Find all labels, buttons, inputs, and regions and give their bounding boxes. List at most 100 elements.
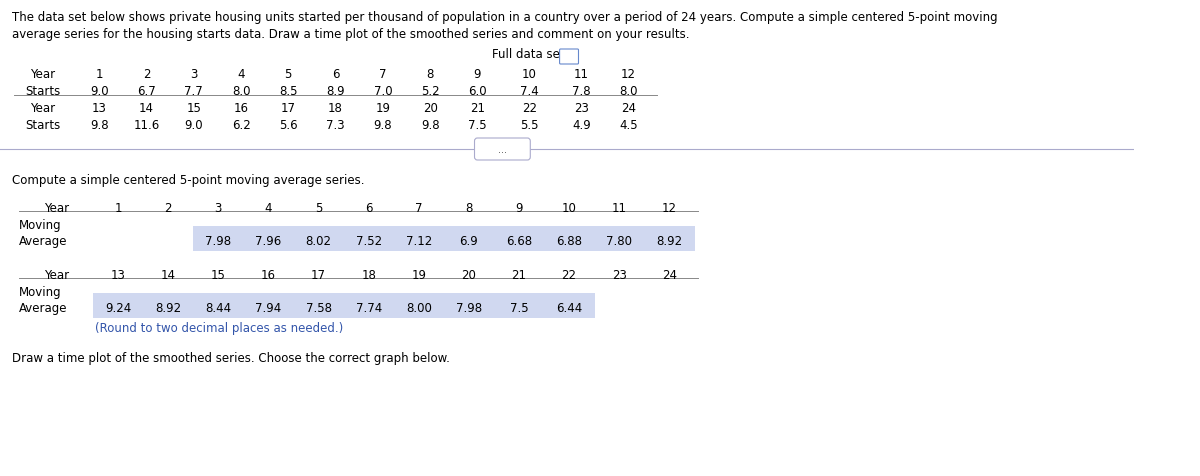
Text: Year: Year xyxy=(30,102,55,115)
Text: 9: 9 xyxy=(515,202,523,215)
FancyBboxPatch shape xyxy=(544,293,594,318)
Text: 18: 18 xyxy=(328,102,343,115)
Text: 6.68: 6.68 xyxy=(506,235,532,248)
Text: 5: 5 xyxy=(284,68,292,81)
Text: 19: 19 xyxy=(376,102,390,115)
Text: 23: 23 xyxy=(612,269,626,282)
Text: 19: 19 xyxy=(412,269,426,282)
FancyBboxPatch shape xyxy=(443,226,494,251)
Text: Compute a simple centered 5-point moving average series.: Compute a simple centered 5-point moving… xyxy=(12,174,365,187)
Text: 6.44: 6.44 xyxy=(556,302,582,315)
Text: 11.6: 11.6 xyxy=(133,119,160,132)
Text: 7.80: 7.80 xyxy=(606,235,632,248)
Text: 4.9: 4.9 xyxy=(572,119,590,132)
Text: 7.5: 7.5 xyxy=(510,302,528,315)
Text: 6.0: 6.0 xyxy=(468,85,487,98)
Text: Year: Year xyxy=(44,202,70,215)
Text: 7.58: 7.58 xyxy=(306,302,331,315)
Text: 17: 17 xyxy=(311,269,326,282)
Text: 11: 11 xyxy=(612,202,626,215)
Text: Draw a time plot of the smoothed series. Choose the correct graph below.: Draw a time plot of the smoothed series.… xyxy=(12,352,450,365)
Text: 7.98: 7.98 xyxy=(456,302,482,315)
FancyBboxPatch shape xyxy=(242,226,294,251)
Text: 7.3: 7.3 xyxy=(326,119,344,132)
FancyBboxPatch shape xyxy=(394,226,444,251)
Text: 4: 4 xyxy=(265,202,272,215)
Text: 7.12: 7.12 xyxy=(406,235,432,248)
Text: 14: 14 xyxy=(139,102,154,115)
Text: 6.7: 6.7 xyxy=(137,85,156,98)
Text: 7.98: 7.98 xyxy=(205,235,232,248)
Text: 21: 21 xyxy=(470,102,485,115)
Text: 8.0: 8.0 xyxy=(232,85,251,98)
Text: 8.00: 8.00 xyxy=(406,302,432,315)
FancyBboxPatch shape xyxy=(92,293,144,318)
Text: 7.5: 7.5 xyxy=(468,119,487,132)
Text: 24: 24 xyxy=(661,269,677,282)
Text: 8.9: 8.9 xyxy=(326,85,344,98)
Text: 16: 16 xyxy=(234,102,248,115)
Text: 10: 10 xyxy=(522,68,536,81)
FancyBboxPatch shape xyxy=(443,293,494,318)
Text: 7: 7 xyxy=(415,202,422,215)
Text: 8.02: 8.02 xyxy=(306,235,331,248)
Text: 7.74: 7.74 xyxy=(355,302,382,315)
Text: 10: 10 xyxy=(562,202,576,215)
Text: 6.2: 6.2 xyxy=(232,119,251,132)
Text: average series for the housing starts data. Draw a time plot of the smoothed ser: average series for the housing starts da… xyxy=(12,28,690,41)
Text: 8: 8 xyxy=(466,202,473,215)
Text: 7.96: 7.96 xyxy=(256,235,282,248)
FancyBboxPatch shape xyxy=(544,226,594,251)
Text: 7: 7 xyxy=(379,68,386,81)
Text: Starts: Starts xyxy=(25,119,60,132)
Text: 22: 22 xyxy=(562,269,576,282)
Text: 7.52: 7.52 xyxy=(355,235,382,248)
Text: 4.5: 4.5 xyxy=(619,119,638,132)
Text: 9.0: 9.0 xyxy=(90,85,108,98)
Text: 8.92: 8.92 xyxy=(155,302,181,315)
Text: 6: 6 xyxy=(365,202,372,215)
Text: 3: 3 xyxy=(215,202,222,215)
Text: 5: 5 xyxy=(314,202,323,215)
Text: 13: 13 xyxy=(92,102,107,115)
Text: 1: 1 xyxy=(96,68,103,81)
Text: The data set below shows private housing units started per thousand of populatio: The data set below shows private housing… xyxy=(12,11,998,24)
Text: Full data set: Full data set xyxy=(492,48,564,61)
Text: 12: 12 xyxy=(661,202,677,215)
Text: 9.8: 9.8 xyxy=(373,119,392,132)
Text: 5.5: 5.5 xyxy=(520,119,539,132)
Text: 20: 20 xyxy=(462,269,476,282)
Text: 4: 4 xyxy=(238,68,245,81)
Text: 7.8: 7.8 xyxy=(572,85,590,98)
Text: Average: Average xyxy=(19,235,67,248)
FancyBboxPatch shape xyxy=(559,49,578,64)
Text: Average: Average xyxy=(19,302,67,315)
Text: 12: 12 xyxy=(622,68,636,81)
Text: 15: 15 xyxy=(186,102,202,115)
Text: Moving: Moving xyxy=(19,219,61,232)
Text: 6.88: 6.88 xyxy=(556,235,582,248)
Text: 13: 13 xyxy=(110,269,126,282)
Text: 14: 14 xyxy=(161,269,175,282)
FancyBboxPatch shape xyxy=(594,226,644,251)
Text: 9.0: 9.0 xyxy=(185,119,203,132)
Text: 1: 1 xyxy=(114,202,122,215)
Text: 7.94: 7.94 xyxy=(256,302,282,315)
Text: (Round to two decimal places as needed.): (Round to two decimal places as needed.) xyxy=(95,322,343,335)
Text: 20: 20 xyxy=(422,102,438,115)
FancyBboxPatch shape xyxy=(242,293,294,318)
Text: 9.8: 9.8 xyxy=(421,119,439,132)
Text: 17: 17 xyxy=(281,102,296,115)
Text: 6.9: 6.9 xyxy=(460,235,479,248)
Text: Moving: Moving xyxy=(19,286,61,299)
Text: 8: 8 xyxy=(426,68,433,81)
FancyBboxPatch shape xyxy=(493,226,545,251)
FancyBboxPatch shape xyxy=(293,293,344,318)
FancyBboxPatch shape xyxy=(394,293,444,318)
Text: 21: 21 xyxy=(511,269,527,282)
FancyBboxPatch shape xyxy=(193,226,244,251)
Text: 7.4: 7.4 xyxy=(520,85,539,98)
FancyBboxPatch shape xyxy=(193,293,244,318)
Text: 18: 18 xyxy=(361,269,376,282)
Text: 8.5: 8.5 xyxy=(280,85,298,98)
